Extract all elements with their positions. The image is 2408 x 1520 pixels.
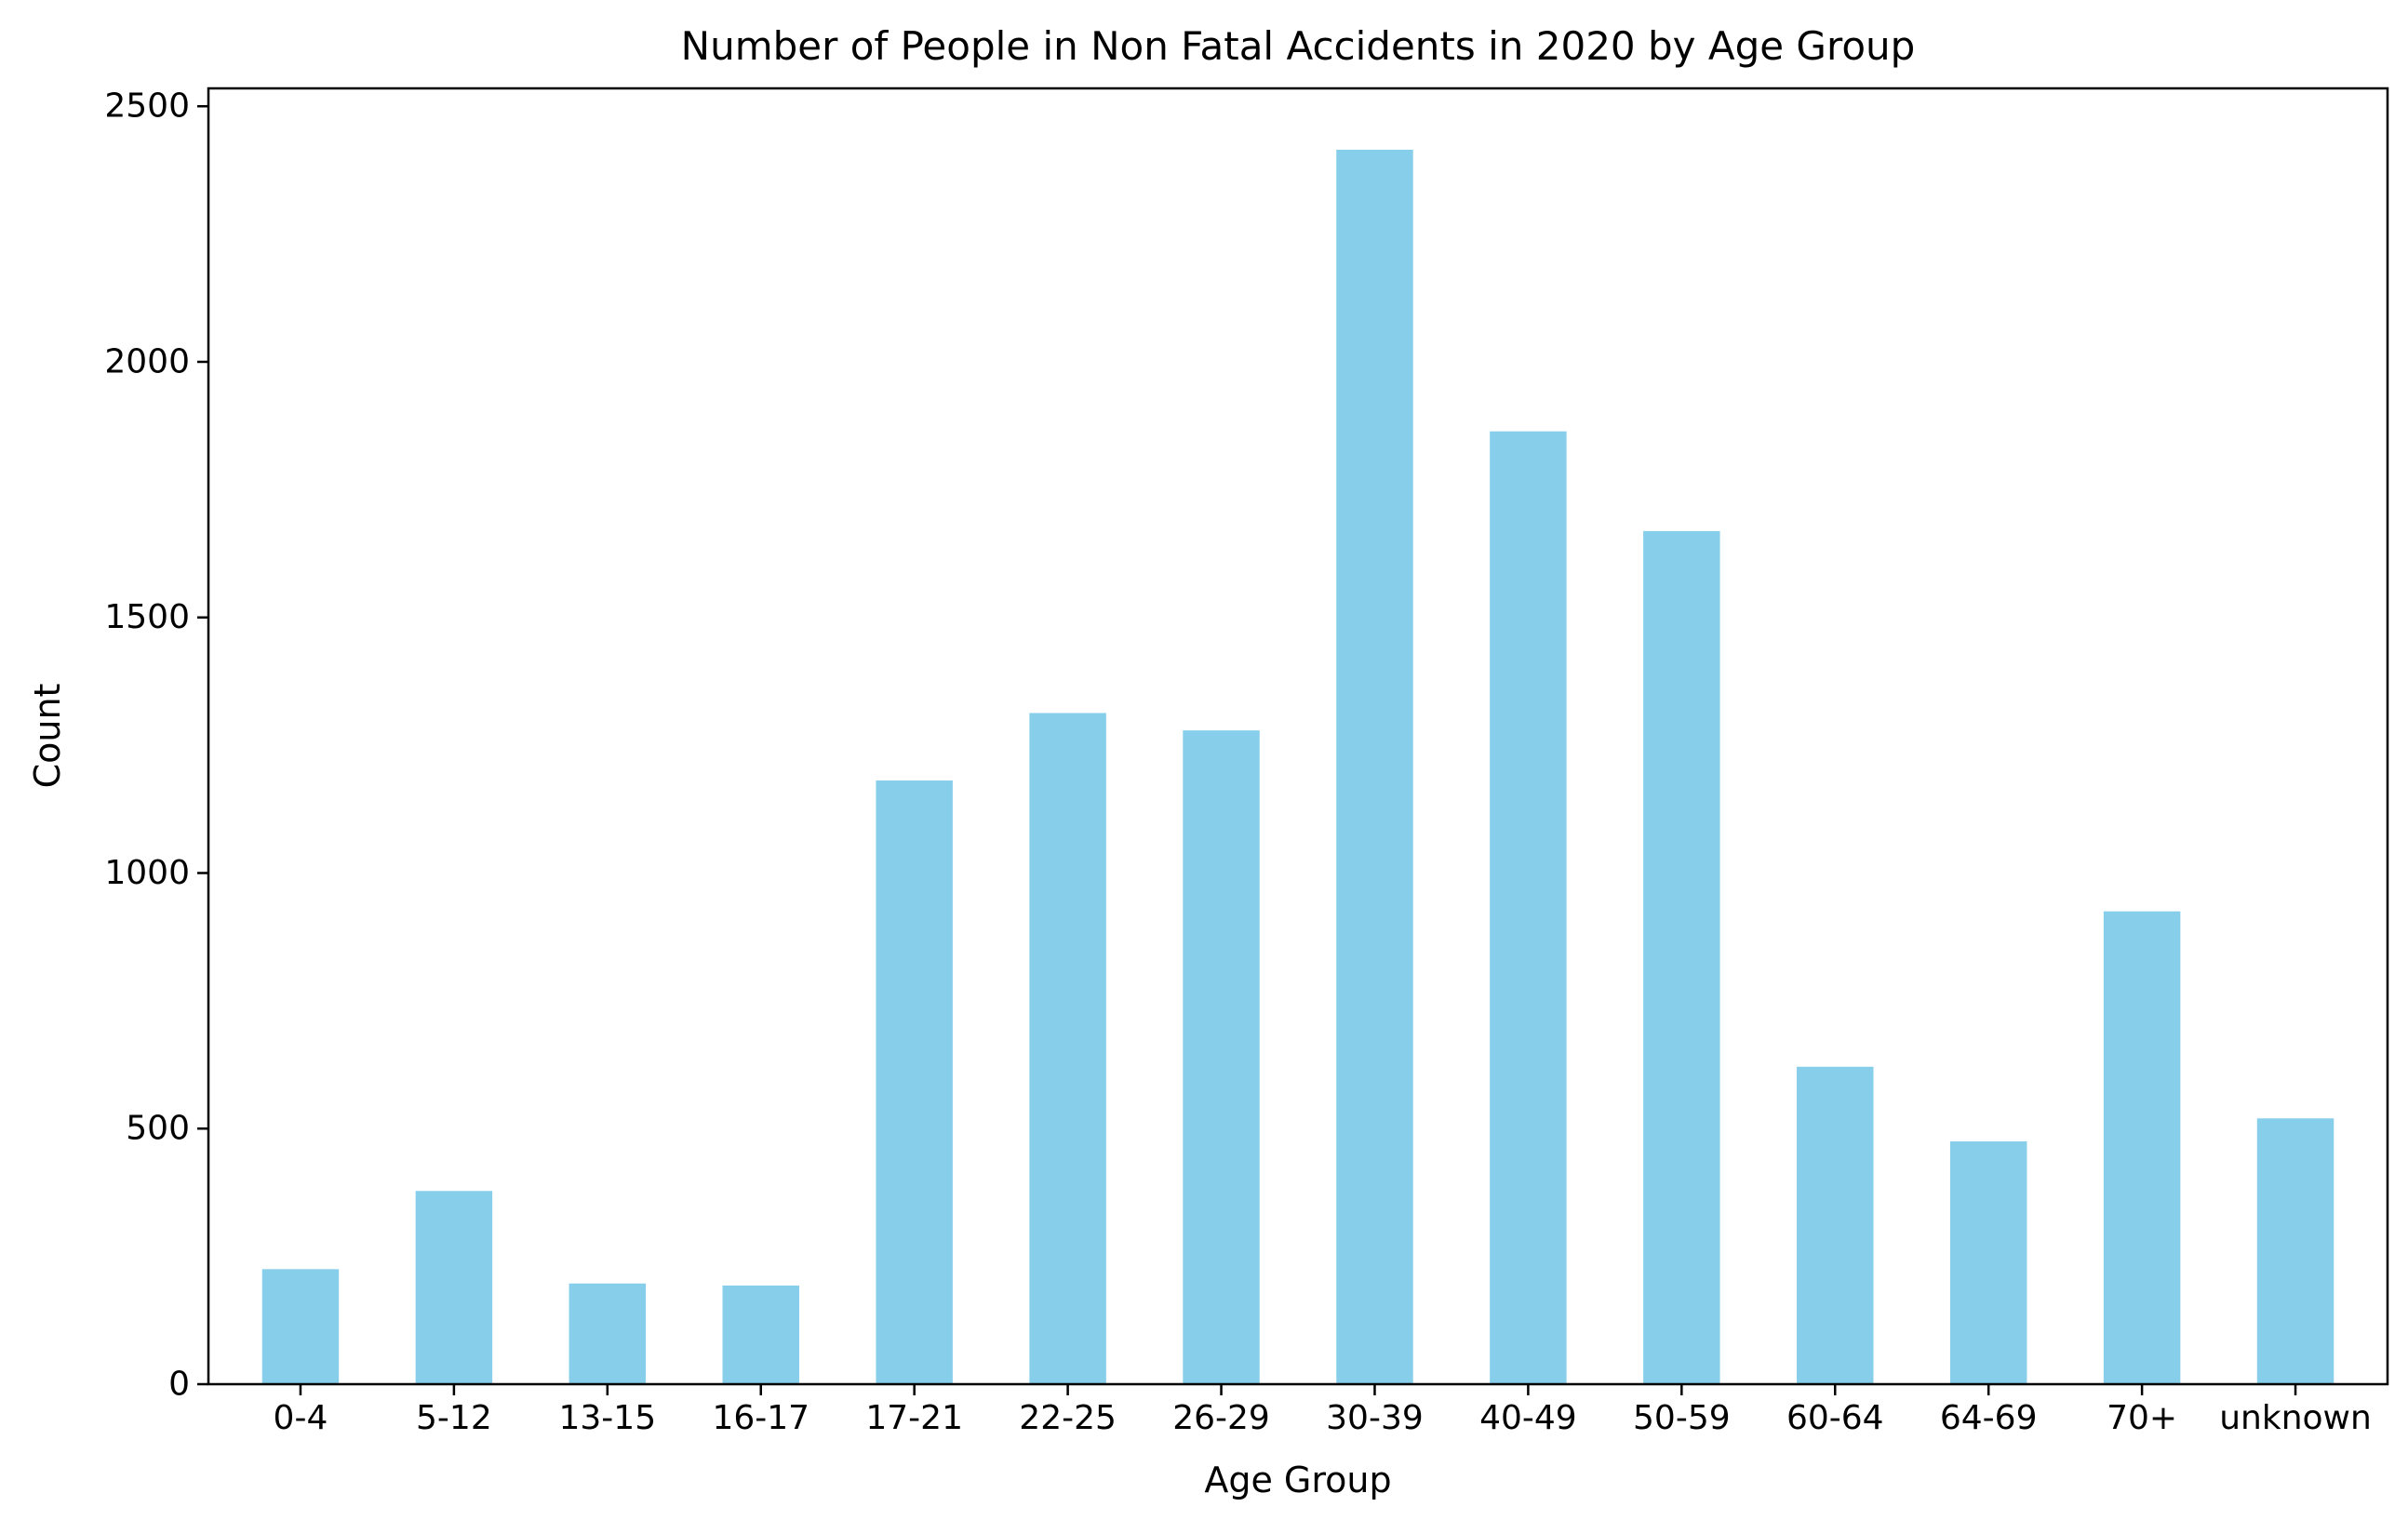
x-tick-label: 64-69 [1940,1399,2038,1437]
x-tick-label: 40-49 [1479,1399,1577,1437]
bar-64-69 [1949,1140,2027,1384]
y-tick-label: 2500 [104,87,190,126]
bar-60-64 [1797,1066,1874,1384]
x-tick-label: 5-12 [416,1399,492,1437]
bar-17-21 [876,780,953,1384]
y-tick-label: 2000 [104,342,190,380]
bar-30-39 [1336,149,1413,1385]
y-axis-label: Count [27,684,68,789]
bar-16-17 [722,1285,799,1384]
bar-26-29 [1183,730,1260,1384]
bar-0-4 [261,1269,340,1384]
x-tick-label: 30-39 [1326,1399,1424,1437]
x-tick-label: 60-64 [1786,1399,1884,1437]
bars-layer [261,149,2334,1385]
x-tick-label: unknown [2219,1399,2372,1437]
bar-40-49 [1490,431,1567,1385]
chart-title: Number of People in Non Fatal Accidents … [681,23,1916,69]
x-axis-label: Age Group [1204,1460,1391,1500]
y-axis: 0 500 1000 1500 2000 2500 [104,87,208,1404]
y-tick-label: 0 [168,1366,190,1404]
bar-22-25 [1029,713,1106,1384]
x-tick-label: 16-17 [712,1399,809,1437]
bar-70+ [2103,911,2181,1384]
bar-50-59 [1643,530,1720,1384]
x-tick-label: 26-29 [1172,1399,1270,1437]
x-axis: 0-4 5-12 13-15 16-17 17-21 22-25 26-29 30-39 40-… [274,1384,2372,1437]
y-tick-label: 1500 [104,598,190,636]
x-tick-label: 70+ [2107,1399,2177,1437]
bar-5-12 [415,1191,493,1384]
x-tick-label: 13-15 [559,1399,657,1437]
x-tick-label: 22-25 [1019,1399,1117,1437]
x-tick-label: 17-21 [865,1399,963,1437]
y-tick-label: 500 [126,1110,190,1148]
plot-frame [207,87,2389,1386]
x-tick-label: 50-59 [1633,1399,1731,1437]
x-tick-label: 0-4 [274,1399,328,1437]
y-tick-label: 1000 [104,854,190,892]
bar-13-15 [569,1283,647,1384]
bar-unknown [2256,1118,2334,1384]
